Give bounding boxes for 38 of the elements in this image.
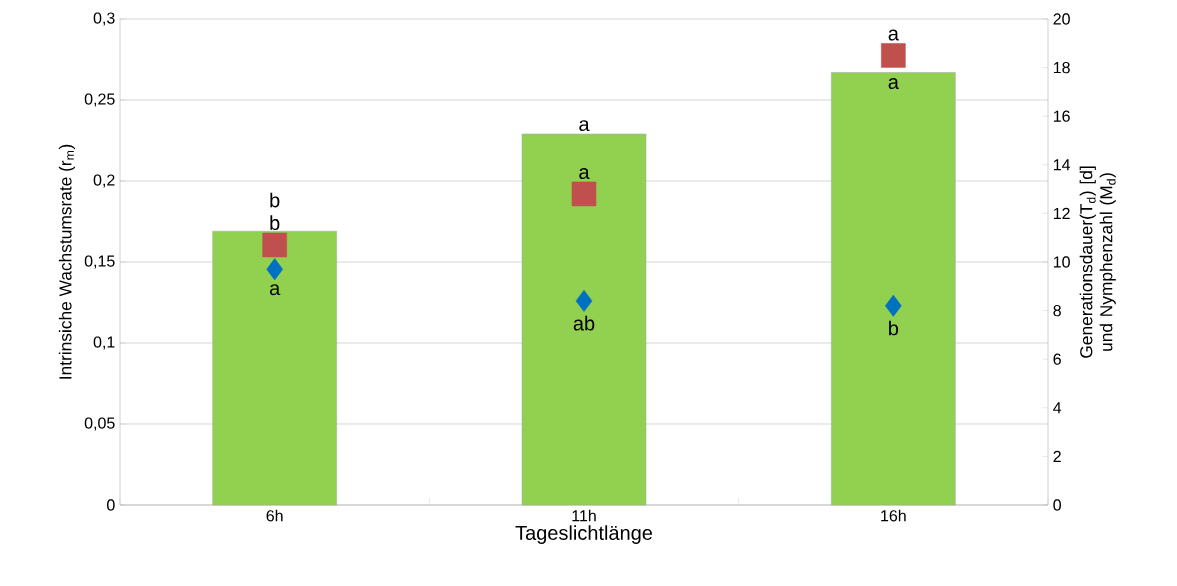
y2-tick-label: 12 bbox=[1053, 207, 1070, 219]
y2-tick-label: 20 bbox=[1053, 13, 1070, 25]
point bbox=[266, 258, 283, 281]
x-tick-label: 11h bbox=[572, 509, 596, 522]
data-label: a bbox=[579, 168, 590, 180]
y2-tick-label: 8 bbox=[1053, 304, 1061, 317]
point bbox=[571, 181, 597, 207]
y-tick-label: 0,1 bbox=[93, 336, 115, 350]
y-tick-label: 0,3 bbox=[93, 12, 115, 26]
y2-tick-label: 18 bbox=[1053, 61, 1070, 74]
point bbox=[881, 43, 906, 68]
point bbox=[885, 294, 902, 317]
point bbox=[262, 232, 287, 258]
data-label: ab bbox=[573, 315, 595, 331]
y-tick-label: 0,2 bbox=[93, 174, 115, 188]
data-label: a bbox=[269, 284, 281, 296]
y2-tick-label: 10 bbox=[1053, 256, 1070, 268]
y2-tick-label: 14 bbox=[1053, 159, 1071, 171]
data-label: a bbox=[888, 29, 899, 41]
data-label: b bbox=[270, 192, 280, 208]
data-label: b bbox=[270, 215, 280, 231]
x-tick-label: 16h bbox=[881, 509, 906, 522]
y2-tick-label: 6 bbox=[1053, 353, 1061, 365]
x-tick-label: 6h bbox=[266, 509, 283, 522]
y2-tick-label: 0 bbox=[1053, 499, 1061, 511]
data-label: a bbox=[888, 78, 899, 89]
point bbox=[575, 289, 593, 312]
x-axis-title: Tageslichtlänge bbox=[515, 525, 653, 544]
y-tick-label: 0,15 bbox=[84, 255, 115, 269]
y2-tick-label: 16 bbox=[1053, 110, 1070, 122]
data-label: a bbox=[579, 120, 590, 132]
data-label: b bbox=[889, 320, 899, 336]
y2-tick-label: 2 bbox=[1053, 450, 1061, 462]
y2-tick-label: 4 bbox=[1053, 402, 1062, 414]
y-tick-label: 0,05 bbox=[84, 417, 115, 431]
y-axis-title: Intrinsiche Wachstumsrate (r$_{m}$) bbox=[58, 144, 76, 379]
y-tick-label: 0 bbox=[107, 499, 115, 511]
y-tick-label: 0,25 bbox=[84, 93, 115, 107]
